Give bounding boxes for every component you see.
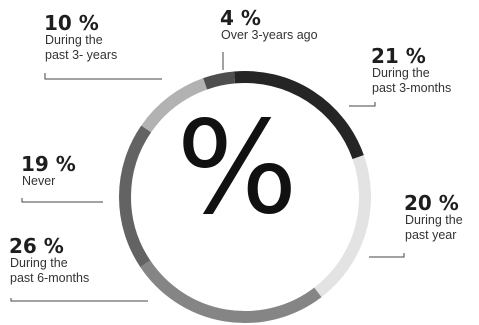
donut-slice-0 [234, 71, 364, 160]
donut-slice-4 [141, 78, 208, 133]
center-symbol: % [176, 94, 298, 243]
slice-desc-4-0: During the [45, 33, 103, 47]
slice-label-3: 19 %Never [21, 152, 103, 203]
donut-slice-5 [203, 71, 236, 90]
slice-percent-4: 10 % [44, 11, 99, 35]
leader-line-2 [10, 298, 148, 302]
donut-slice-1 [314, 155, 371, 298]
slice-desc-2-1: past 6-months [10, 271, 89, 285]
slice-percent-1: 20 % [404, 191, 459, 215]
slice-percent-5: 4 % [220, 6, 261, 30]
slice-desc-2-0: During the [10, 256, 68, 270]
donut-slice-2 [140, 260, 322, 323]
slice-desc-0-0: During the [372, 66, 430, 80]
slice-desc-4-1: past 3- years [45, 48, 117, 62]
leader-line-1 [369, 253, 405, 258]
donut-slice-3 [119, 125, 152, 268]
slice-desc-0-1: past 3-months [372, 81, 451, 95]
donut-ring [119, 71, 371, 323]
slice-percent-0: 21 % [371, 44, 426, 68]
leader-line-3 [21, 198, 103, 203]
leader-line-4 [44, 73, 162, 80]
slice-label-5: 4 %Over 3-years ago [220, 6, 318, 70]
slice-desc-3-0: Never [22, 174, 55, 188]
slice-percent-2: 26 % [9, 234, 64, 258]
slice-desc-5-0: Over 3-years ago [221, 28, 318, 42]
leader-line-0 [349, 102, 376, 107]
slice-percent-3: 19 % [21, 152, 76, 176]
slice-desc-1-0: During the [405, 213, 463, 227]
slice-desc-1-1: past year [405, 228, 456, 242]
